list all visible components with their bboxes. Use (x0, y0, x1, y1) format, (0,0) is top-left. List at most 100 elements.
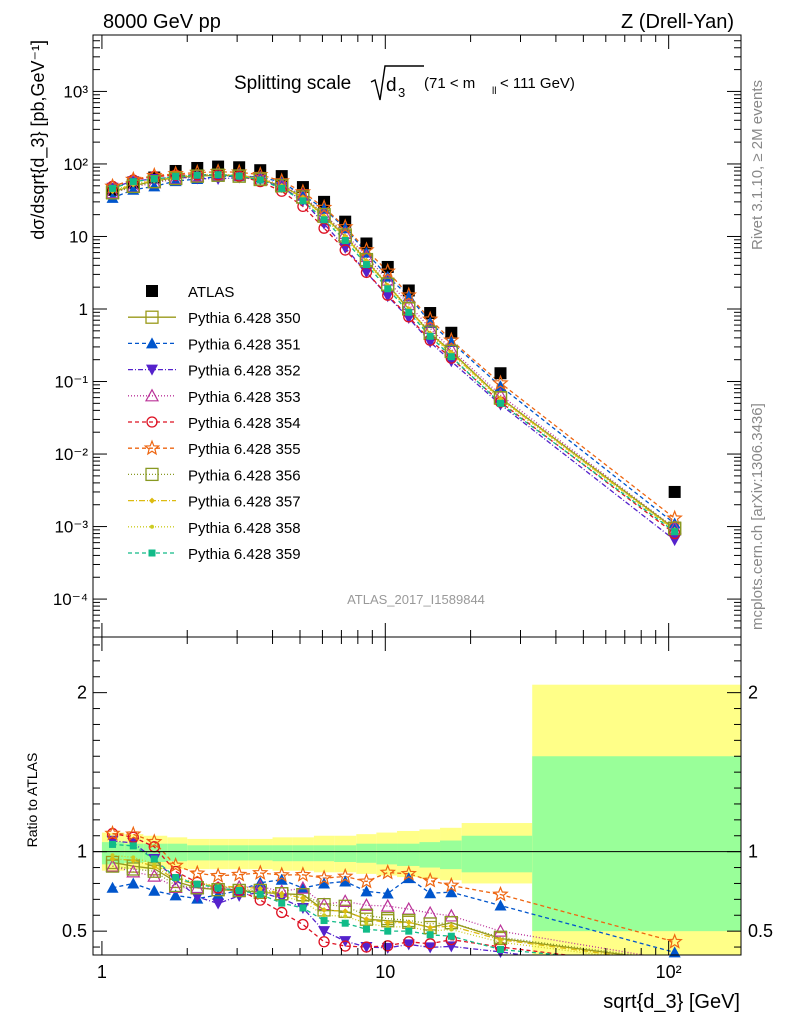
x-tick-label: 10² (656, 962, 682, 982)
main-point (426, 332, 434, 340)
ratio-point (212, 898, 225, 910)
ratio-point (193, 880, 201, 888)
ratio-point (168, 880, 183, 894)
ratio-point (256, 890, 264, 898)
ratio-point (189, 864, 206, 881)
ratio-point (276, 906, 288, 919)
watermark: ATLAS_2017_I1589844 (347, 592, 485, 607)
ratio-frame (92, 636, 742, 956)
main-point (339, 244, 351, 256)
ratio-point (424, 942, 437, 954)
main-point (341, 237, 349, 245)
main-point (172, 173, 180, 181)
ratio-point (339, 940, 351, 952)
ratio-point (423, 905, 438, 919)
ratio-point (363, 916, 370, 923)
ratio-point (110, 853, 115, 858)
legend-label: Pythia 6.428 355 (188, 441, 301, 458)
ratio-point (498, 940, 503, 945)
main-point (320, 216, 328, 224)
legend-label: Pythia 6.428 358 (188, 520, 301, 537)
band-inner (461, 835, 533, 873)
ratio-point (296, 882, 309, 894)
main-title: Splitting scale d 3 (71 < m ll < 111 GeV… (234, 65, 575, 101)
ratio-point (362, 925, 370, 933)
main-point (443, 331, 460, 348)
main-point (494, 367, 507, 380)
ratio-point (212, 882, 224, 894)
x-tick-label: 1 (97, 962, 107, 982)
legend-label: ATLAS (188, 284, 234, 301)
main-point (129, 178, 137, 186)
ratio-point (492, 885, 509, 902)
main-point (232, 169, 246, 183)
ratio-point (424, 938, 436, 950)
band-inner (334, 845, 357, 862)
ratio-point (427, 924, 434, 931)
ratio-point (358, 872, 375, 889)
ratio-point (496, 945, 504, 953)
ratio-point (448, 923, 455, 930)
main-point (193, 171, 201, 179)
ratio-point (424, 887, 437, 899)
main-point (233, 170, 245, 182)
y-tick-label: 10⁻¹ (54, 373, 88, 392)
ratio-point (150, 855, 158, 863)
ratio-y-tick-label: 0.5 (62, 921, 87, 941)
ratio-y-tick-label-right: 2 (748, 683, 758, 703)
legend-label: Pythia 6.428 350 (188, 310, 301, 327)
ratio-point (400, 865, 417, 881)
ratio-y-tick-label: 1 (77, 842, 87, 862)
ratio-point (405, 919, 412, 926)
main-point (405, 308, 413, 316)
band-inner (376, 843, 398, 865)
legend-label: Pythia 6.428 356 (188, 467, 301, 484)
main-point (381, 291, 394, 303)
ratio-point (152, 861, 157, 866)
ratio-series-markers (104, 824, 683, 958)
ratio-point (384, 927, 392, 935)
main-point (190, 169, 204, 183)
ratio-point (212, 888, 225, 900)
legend-marker (143, 439, 161, 456)
main-point (168, 171, 183, 186)
legend-label: Pythia 6.428 357 (188, 494, 301, 511)
ratio-point (336, 867, 354, 884)
ratio-point (494, 899, 507, 911)
main-point (211, 168, 225, 182)
ratio-point (129, 842, 137, 850)
ratio-point (381, 942, 394, 954)
legend-label: Pythia 6.428 351 (188, 336, 301, 353)
ratio-point (449, 927, 454, 932)
ratio-point (148, 884, 161, 896)
sqrt-sign (370, 65, 424, 101)
legend-marker (150, 524, 154, 529)
ratio-point (235, 887, 243, 895)
ratio-point (106, 827, 119, 840)
main-point (235, 172, 243, 180)
ratio-point (109, 840, 117, 848)
main-point (421, 310, 439, 327)
main-point (150, 175, 158, 183)
ratio-point (382, 940, 394, 952)
ratio-point (278, 899, 286, 907)
ratio-y-tick-label-right: 1 (748, 842, 758, 862)
ratio-point (191, 891, 204, 903)
band-inner (292, 845, 314, 862)
band-inner (248, 845, 273, 861)
ratio-point (342, 908, 349, 915)
ratio-point (147, 868, 162, 882)
band-inner (124, 843, 144, 863)
y-tick-label: 10 (69, 227, 88, 246)
legend-marker (144, 388, 160, 402)
ratio-point (445, 886, 458, 898)
y-tick-label: 10⁻³ (54, 518, 88, 537)
ratio-point (295, 880, 310, 894)
main-title-cut-end: < 111 GeV) (500, 75, 575, 92)
band-inner (228, 845, 249, 861)
ratio-point (131, 855, 136, 860)
ratio-point (169, 889, 182, 901)
ratio-point (339, 875, 352, 887)
ratio-point (273, 866, 290, 883)
main-point (492, 374, 509, 391)
